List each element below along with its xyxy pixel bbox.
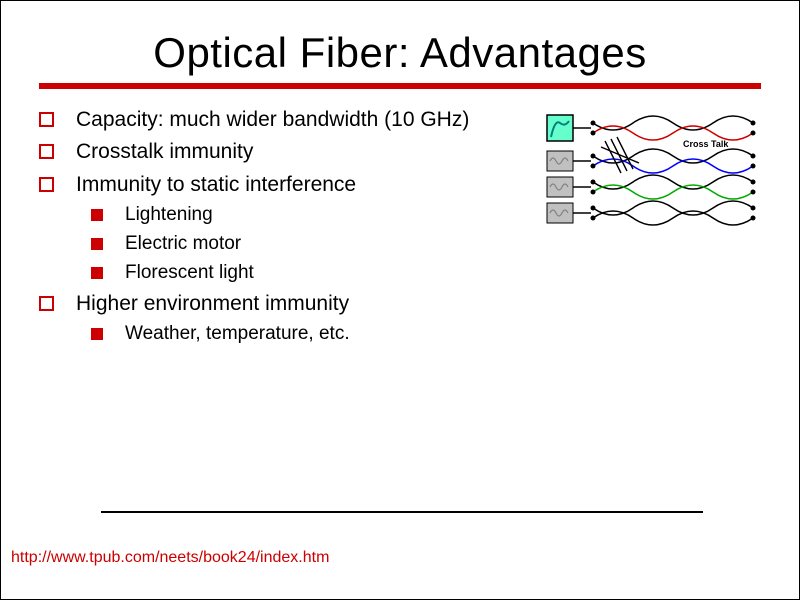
list-subitem: Lightening (91, 204, 533, 226)
source-box-icon (547, 151, 573, 171)
source-link[interactable]: http://www.tpub.com/neets/book24/index.h… (11, 549, 329, 567)
filled-square-bullet-icon (91, 267, 103, 279)
filled-square-bullet-icon (91, 328, 103, 340)
list-item: Crosstalk immunity (39, 139, 533, 165)
list-item: Capacity: much wider bandwidth (10 GHz) (39, 107, 533, 133)
square-bullet-icon (39, 144, 54, 159)
wire-dots (591, 121, 756, 221)
list-text: Capacity: much wider bandwidth (10 GHz) (76, 107, 469, 133)
source-boxes (547, 151, 591, 223)
filled-square-bullet-icon (91, 209, 103, 221)
list-item: Immunity to static interference (39, 172, 533, 198)
oscilloscope-icon (547, 115, 573, 141)
bottom-divider (101, 511, 703, 513)
list-subitem: Weather, temperature, etc. (91, 323, 533, 345)
list-text: Lightening (125, 204, 213, 226)
list-subitem: Electric motor (91, 233, 533, 255)
source-box-icon (547, 203, 573, 223)
list-text: Weather, temperature, etc. (125, 323, 350, 345)
crosstalk-diagram: Cross Talk (543, 111, 761, 241)
slide-title: Optical Fiber: Advantages (39, 29, 761, 77)
list-text: Electric motor (125, 233, 241, 255)
square-bullet-icon (39, 296, 54, 311)
crosstalk-svg: Cross Talk (543, 111, 761, 241)
square-bullet-icon (39, 112, 54, 127)
list-text: Higher environment immunity (76, 291, 349, 317)
list-text: Crosstalk immunity (76, 139, 253, 165)
list-text: Immunity to static interference (76, 172, 356, 198)
square-bullet-icon (39, 177, 54, 192)
list-subitem: Florescent light (91, 262, 533, 284)
bullet-list: Capacity: much wider bandwidth (10 GHz) … (39, 107, 533, 352)
filled-square-bullet-icon (91, 238, 103, 250)
slide: Optical Fiber: Advantages Capacity: much… (1, 1, 799, 599)
source-box-icon (547, 177, 573, 197)
list-text: Florescent light (125, 262, 254, 284)
crosstalk-label: Cross Talk (683, 139, 729, 149)
list-item: Higher environment immunity (39, 291, 533, 317)
title-underline (39, 83, 761, 89)
twisted-pairs (593, 116, 753, 225)
content-area: Capacity: much wider bandwidth (10 GHz) … (39, 107, 761, 352)
